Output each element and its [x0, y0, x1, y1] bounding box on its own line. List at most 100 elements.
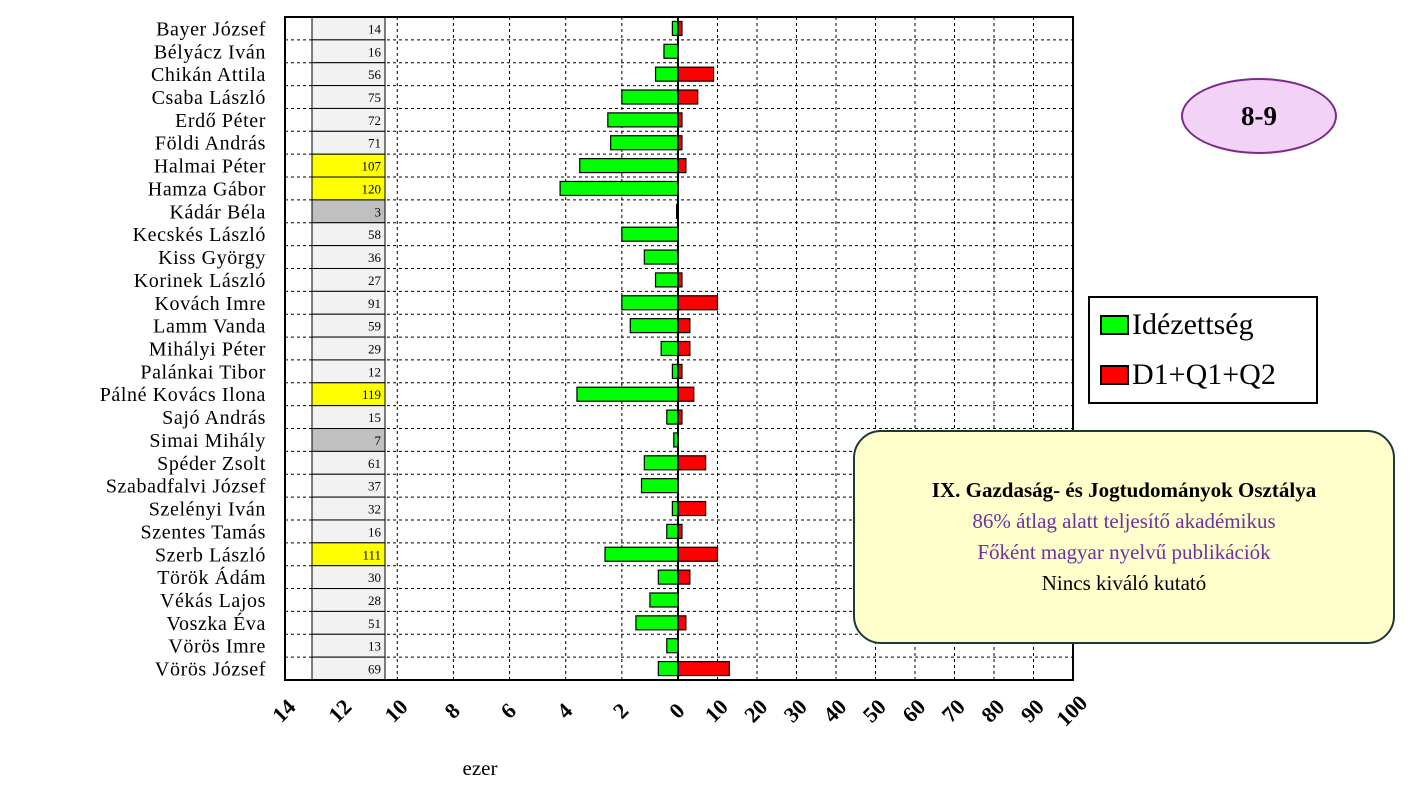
row-value-label: 32 [368, 502, 381, 517]
row-name-label: Hamza Gábor [148, 178, 266, 200]
value-cells [311, 16, 386, 681]
slide-number-badge: 8-9 [1181, 78, 1337, 154]
row-name-label: Vékás Lajos [160, 590, 266, 612]
bar-journals [677, 295, 719, 311]
row-name-label: Kiss György [158, 247, 266, 269]
x-tick-label: 6 [496, 698, 521, 723]
bar-citations [654, 66, 679, 82]
row-value-label: 27 [368, 273, 382, 288]
row-name-label: Kovách Imre [154, 293, 266, 315]
tick-labels: 14 12 10 8 6 4 2 0 10 20 30 40 50 60 70 80 90 100 [267, 690, 1092, 731]
x-tick-label: 40 [818, 694, 851, 727]
bar-citations [666, 638, 679, 654]
bar-journals [677, 340, 691, 357]
bar-citations [663, 43, 679, 59]
row-name-label: Csaba László [152, 87, 266, 109]
row-name-label: Palánkai Tibor [140, 361, 266, 383]
row-name-label: Chikán Attila [151, 64, 266, 86]
x-tick-label: 14 [267, 694, 300, 727]
bar-citations [621, 89, 679, 105]
row-value-label: 58 [368, 227, 381, 242]
row-name-label: Lamm Vanda [153, 316, 266, 338]
plot-frame [284, 16, 1074, 681]
x-tick-label: 100 [1051, 690, 1092, 731]
x-tick-label: 4 [552, 698, 577, 723]
bar-citations [579, 158, 679, 174]
bar-citations [643, 455, 679, 471]
bar-journals [677, 89, 699, 105]
x-tick-label: 60 [897, 694, 930, 727]
legend-item-journals: D1+Q1+Q2 [1100, 358, 1276, 392]
row-value-label: 29 [368, 342, 381, 357]
bar-journals [677, 569, 691, 585]
row-value-label: 14 [368, 21, 382, 36]
info-line-3: Nincs kiváló kutató [1041, 571, 1207, 595]
row-name-label: Török Ádám [157, 566, 266, 589]
x-tick-label: 90 [1016, 694, 1049, 727]
x-tick-label: 50 [858, 694, 891, 727]
row-value-label: 30 [368, 570, 381, 585]
legend-swatch-red [1100, 365, 1129, 385]
x-tick-label: 20 [739, 694, 772, 727]
row-name-label: Vörös Imre [168, 636, 266, 658]
row-value-label: 71 [368, 136, 381, 151]
info-line-1: 86% átlag alatt teljesítő akadémikus [972, 509, 1276, 533]
bar-journals [677, 66, 715, 82]
bar-citations [657, 569, 679, 585]
x-tick-label: 12 [323, 694, 356, 727]
row-name-label: Kádár Béla [169, 201, 266, 223]
row-name-label: Bélyácz Iván [154, 41, 266, 63]
bar-citations [657, 660, 679, 677]
row-value-label: 37 [368, 479, 382, 494]
bar-citations [559, 180, 679, 197]
x-tick-label: 30 [779, 694, 812, 727]
bar-citations [621, 295, 679, 311]
x-tick-label: 80 [976, 694, 1009, 727]
row-name-label: Földi András [155, 133, 266, 155]
bar-journals [677, 158, 687, 174]
bar-journals [677, 386, 695, 402]
bar-citations [629, 318, 679, 334]
row-value-label: 91 [368, 296, 381, 311]
row-value-label: 28 [368, 593, 381, 608]
bar-citations [643, 249, 679, 265]
bar-citations [607, 112, 679, 128]
row-name-label: Halmai Péter [154, 156, 266, 178]
x-tick-label: 10 [700, 694, 733, 727]
row-value-label: 69 [368, 662, 381, 677]
row-value-label: 15 [368, 410, 381, 425]
row-value-label: 13 [368, 639, 381, 654]
legend-label-citations: Idézettség [1132, 308, 1254, 341]
row-value-label: 120 [362, 181, 382, 196]
x-tick-label: 10 [379, 694, 412, 727]
row-name-label: Szelényi Iván [149, 499, 266, 521]
bar-citations [604, 546, 679, 562]
row-name-label: Voszka Éva [167, 612, 267, 635]
legend-swatch-green [1100, 315, 1129, 335]
row-name-label: Pálné Kovács Ilona [100, 384, 266, 406]
info-line-2: Főként magyar nyelvű publikációk [977, 540, 1271, 564]
bar-citations [666, 409, 679, 425]
bar-citations [635, 615, 679, 631]
row-value-label: 56 [368, 67, 382, 82]
row-name-label: Mihályi Péter [149, 339, 266, 361]
bar-journals [677, 546, 719, 562]
row-name-label: Erdő Péter [175, 110, 266, 132]
row-name-label: Simai Mihály [149, 430, 266, 452]
bar-journals [677, 318, 691, 334]
row-name-label: Szerb László [155, 544, 266, 566]
row-value-label: 61 [368, 456, 381, 471]
bar-journals [677, 660, 730, 677]
legend-item-citations: Idézettség [1100, 308, 1254, 342]
info-box: IX. Gazdaság- és Jogtudományok Osztálya … [853, 430, 1395, 644]
bar-citations [666, 523, 679, 539]
row-name-label: Szentes Tamás [141, 521, 266, 543]
row-value-label: 3 [375, 204, 382, 219]
row-value-label: 12 [368, 364, 381, 379]
row-value-label: 36 [368, 250, 382, 265]
row-name-label: Sajó András [162, 407, 266, 429]
row-value-label: 16 [368, 44, 382, 59]
bar-journals [677, 615, 687, 631]
legend-label-journals: D1+Q1+Q2 [1132, 358, 1276, 391]
